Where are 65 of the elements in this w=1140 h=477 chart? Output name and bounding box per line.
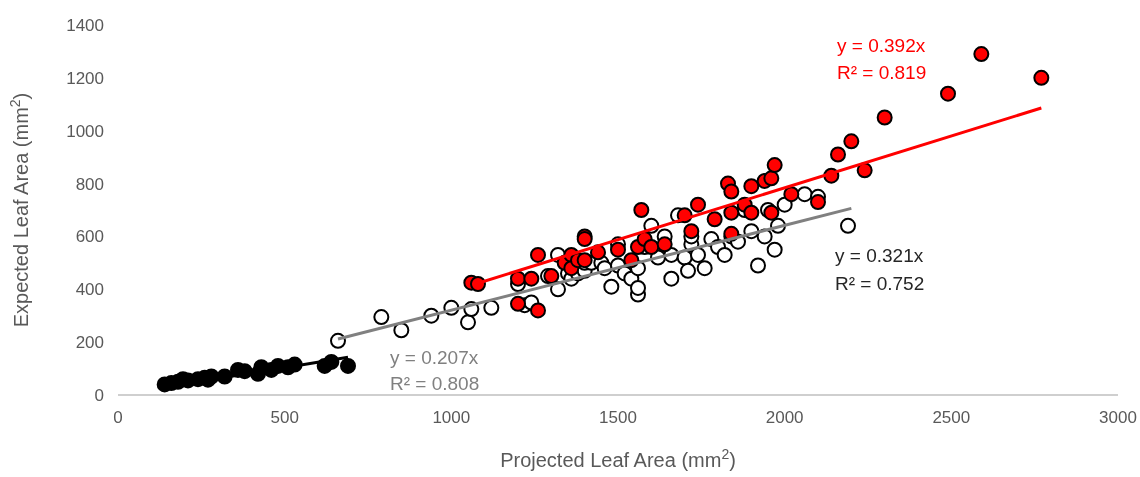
x-tick-label: 1500	[599, 408, 637, 427]
point	[856, 162, 873, 179]
point	[696, 260, 713, 277]
point	[840, 217, 856, 234]
annotation: R² = 0.819	[837, 61, 927, 83]
point	[340, 357, 356, 374]
point	[830, 146, 846, 163]
point	[530, 302, 546, 319]
point	[723, 204, 740, 221]
point	[643, 239, 660, 255]
point	[680, 262, 696, 279]
point	[750, 257, 766, 274]
point	[530, 246, 546, 263]
y-tick-label: 1200	[66, 68, 104, 88]
y-tick-label: 0	[94, 385, 104, 405]
x-tick-label: 2500	[932, 408, 971, 427]
point	[1033, 69, 1050, 86]
point	[766, 157, 783, 174]
point	[656, 236, 673, 253]
y-tick-label: 1000	[66, 121, 104, 141]
point	[763, 170, 780, 187]
x-tick-label: 1000	[432, 408, 471, 427]
y-tick-label: 800	[75, 174, 104, 194]
point	[706, 211, 723, 228]
point	[483, 299, 500, 316]
point	[723, 183, 740, 200]
point	[743, 204, 760, 221]
point	[716, 246, 733, 263]
point	[690, 196, 706, 213]
x-tick-label: 500	[270, 408, 299, 427]
annotation: y = 0.207x	[390, 346, 479, 368]
x-axis-title: Projected Leaf Area (mm$^{2}$)	[500, 446, 736, 471]
x-tick-label: 3000	[1099, 408, 1137, 427]
point	[766, 241, 783, 258]
annotation: y = 0.392x	[837, 34, 926, 56]
point	[510, 295, 526, 312]
point	[743, 178, 760, 195]
point	[393, 322, 410, 339]
point	[373, 309, 390, 326]
point	[876, 109, 893, 126]
x-tick-label: 2000	[765, 408, 804, 427]
point	[523, 270, 540, 287]
y-tick-label: 1400	[66, 15, 104, 35]
point	[690, 246, 706, 263]
point	[663, 270, 680, 287]
point	[810, 194, 826, 211]
point	[940, 85, 956, 102]
annotation: R² = 0.808	[390, 372, 480, 394]
point	[683, 223, 700, 240]
y-tick-label: 200	[75, 333, 104, 353]
point	[973, 46, 990, 63]
y-tick-label: 600	[75, 227, 104, 247]
point	[543, 268, 560, 285]
annotation: R² = 0.752	[835, 272, 925, 294]
y-tick-label: 400	[75, 280, 104, 300]
point	[603, 278, 620, 295]
point	[630, 279, 646, 296]
point	[633, 202, 650, 218]
point	[610, 241, 626, 258]
point	[460, 314, 476, 331]
annotation: y = 0.321x	[835, 244, 924, 266]
point	[783, 186, 800, 203]
x-tick-label: 0	[113, 408, 123, 427]
point	[843, 133, 860, 150]
point	[763, 204, 780, 221]
